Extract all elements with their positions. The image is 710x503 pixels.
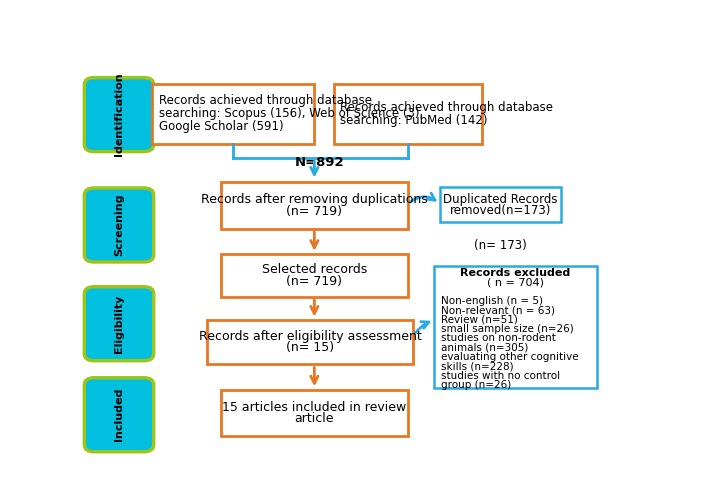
Text: removed(n=173): removed(n=173) [449,204,551,217]
FancyBboxPatch shape [152,83,315,144]
FancyBboxPatch shape [221,254,408,297]
Text: Review (n=51): Review (n=51) [441,315,518,325]
FancyBboxPatch shape [84,287,153,361]
Text: Records excluded: Records excluded [460,269,571,278]
Text: skills (n=228): skills (n=228) [441,361,513,371]
FancyBboxPatch shape [84,378,153,452]
FancyBboxPatch shape [439,188,561,222]
Text: animals (n=305): animals (n=305) [441,343,528,353]
Text: article: article [295,412,334,425]
Text: Records after removing duplications: Records after removing duplications [201,193,427,206]
Text: Non-relevant (n = 63): Non-relevant (n = 63) [441,305,555,315]
Text: Included: Included [114,388,124,442]
FancyBboxPatch shape [207,320,413,364]
Text: studies with no control: studies with no control [441,371,560,381]
Text: ( n = 704): ( n = 704) [487,278,544,288]
Text: (n= 719): (n= 719) [286,205,342,218]
Text: N=892: N=892 [295,156,344,170]
Text: Eligibility: Eligibility [114,295,124,353]
Text: Screening: Screening [114,194,124,256]
FancyBboxPatch shape [84,77,153,151]
Text: (n= 719): (n= 719) [286,275,342,288]
Text: 15 articles included in review: 15 articles included in review [222,400,407,413]
Text: Non-english (n = 5): Non-english (n = 5) [441,296,543,306]
Text: Google Scholar (591): Google Scholar (591) [158,120,283,133]
Text: Identification: Identification [114,73,124,156]
FancyBboxPatch shape [84,188,153,262]
FancyBboxPatch shape [435,266,596,388]
FancyBboxPatch shape [221,390,408,436]
Text: Selected records: Selected records [262,263,367,276]
Text: small sample size (n=26): small sample size (n=26) [441,324,574,334]
Text: evaluating other cognitive: evaluating other cognitive [441,352,579,362]
Text: (n= 15): (n= 15) [286,342,334,355]
FancyArrowPatch shape [410,193,435,202]
Text: searching: PubMed (142): searching: PubMed (142) [340,114,488,127]
FancyArrowPatch shape [415,321,429,333]
FancyBboxPatch shape [334,83,482,144]
Text: (n= 173): (n= 173) [474,239,527,252]
Text: Records achieved through database: Records achieved through database [340,101,553,114]
Text: searching: Scopus (156), Web of Science (3),: searching: Scopus (156), Web of Science … [158,107,423,120]
Text: Records after eligibility assessment: Records after eligibility assessment [199,330,422,343]
FancyBboxPatch shape [221,183,408,229]
Text: Duplicated Records: Duplicated Records [443,193,557,206]
Text: Records achieved through database: Records achieved through database [158,95,371,107]
Text: group (n=26): group (n=26) [441,380,511,390]
Text: studies on non-rodent: studies on non-rodent [441,333,556,344]
